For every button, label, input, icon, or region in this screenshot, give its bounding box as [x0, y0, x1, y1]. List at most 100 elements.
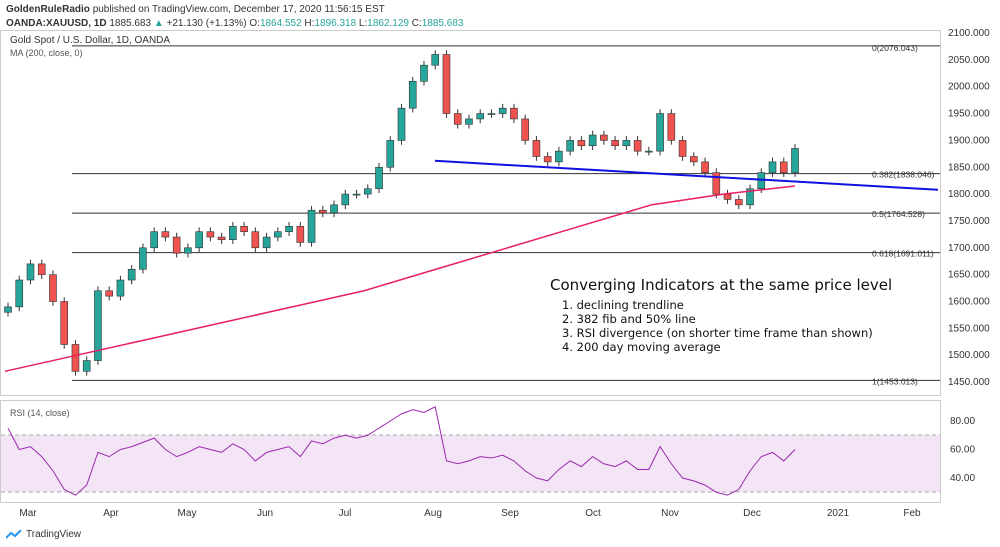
candle-body: [262, 236, 271, 249]
month-tick-label: Aug: [424, 508, 442, 519]
candle-body: [352, 193, 361, 196]
rsi-tick-label: 60.00: [950, 445, 975, 456]
candle-body: [386, 140, 395, 168]
candle-body: [318, 209, 327, 214]
fib-level-label: 0.618(1691.011): [872, 249, 934, 259]
candle-body: [645, 150, 653, 153]
candle-body: [622, 140, 631, 147]
candle-body: [251, 231, 260, 249]
candle-body: [206, 231, 215, 238]
candle-body: [588, 134, 597, 147]
candle-body: [521, 118, 529, 141]
month-tick-label: Oct: [585, 508, 601, 519]
candle-body: [116, 279, 125, 297]
candle-body: [49, 274, 57, 302]
candle-body: [408, 81, 417, 109]
candle-body: [476, 113, 485, 120]
month-tick-label: Nov: [661, 508, 679, 519]
price-tick-label: 1600.000: [948, 297, 990, 308]
annotation-item: 3. RSI divergence (on shorter time frame…: [562, 326, 873, 340]
candle-body: [555, 150, 563, 163]
month-tick-label: Jul: [339, 508, 352, 519]
candle-body: [487, 113, 496, 115]
rsi-line: [7, 406, 796, 496]
month-tick-label: Feb: [903, 508, 921, 519]
candle-body: [37, 263, 46, 275]
candle-body: [791, 148, 799, 173]
annotation-item: 4. 200 day moving average: [562, 340, 721, 354]
annotation-item: 1. declining trendline: [562, 298, 684, 312]
candle-body: [510, 107, 518, 120]
candle-body: [139, 247, 147, 270]
last-price: 1885.683: [109, 18, 152, 29]
candle-body: [26, 263, 35, 281]
candle-body: [701, 161, 709, 173]
candle-body: [566, 140, 574, 152]
candle-body: [240, 226, 248, 232]
candle-body: [82, 360, 91, 372]
candle-body: [296, 226, 305, 243]
candle-body: [543, 156, 552, 163]
candle-body: [431, 54, 440, 66]
candle-body: [375, 166, 383, 190]
low: 1862.129: [367, 18, 409, 29]
annotation-title: Converging Indicators at the same price …: [550, 276, 893, 294]
month-tick-label: Apr: [103, 508, 119, 519]
price-tick-label: 1950.000: [948, 109, 990, 120]
candle-body: [577, 140, 586, 147]
candle-body: [195, 231, 203, 249]
month-tick-label: Sep: [501, 508, 519, 519]
up-arrow-icon: ▲: [153, 18, 164, 29]
candle-body: [184, 247, 192, 254]
close: 1885.683: [421, 18, 464, 29]
price-pane: [0, 30, 941, 396]
candle-body: [667, 113, 676, 141]
month-tick-label: Mar: [19, 508, 37, 519]
candle-body: [341, 193, 350, 206]
price-tick-label: 1450.000: [948, 377, 990, 388]
fib-level-label: 0.382(1838.046): [872, 170, 935, 180]
candle-body: [600, 134, 608, 141]
candle-body: [678, 140, 687, 157]
month-tick-label: Dec: [743, 508, 761, 519]
month-tick-label: May: [178, 508, 197, 519]
candle-body: [723, 193, 732, 200]
candle-body: [779, 161, 788, 173]
candle-body: [465, 118, 473, 125]
candle-body: [690, 156, 698, 163]
candle-body: [60, 301, 69, 345]
candle-body: [285, 226, 293, 232]
ma-legend[interactable]: MA (200, close, 0): [10, 48, 83, 58]
candle-body: [453, 113, 462, 125]
candle-body: [330, 204, 338, 214]
high: 1896.318: [314, 18, 357, 29]
fib-level-label: 1(1453.013): [872, 376, 918, 386]
change: +21.130 (+1.13%): [166, 18, 247, 29]
annotation-item: 2. 382 fib and 50% line: [562, 312, 696, 326]
candle-body: [498, 107, 507, 114]
publisher-line: GoldenRuleRadio published on TradingView…: [6, 4, 385, 15]
candle-body: [105, 290, 113, 297]
tradingview-logo: TradingView: [6, 529, 81, 540]
price-tick-label: 2100.000: [948, 28, 990, 39]
candle-body: [746, 188, 754, 206]
candle-body: [150, 231, 158, 249]
symbol-line: OANDA:XAUUSD, 1D 1885.683 ▲ +21.130 (+1.…: [6, 18, 464, 29]
candle-body: [363, 188, 372, 195]
fib-level-label: 0(2076.043): [872, 43, 918, 53]
price-tick-label: 2000.000: [948, 82, 990, 93]
price-tick-label: 1700.000: [948, 243, 990, 254]
candle-body: [532, 140, 541, 157]
brand-name: TradingView: [26, 529, 82, 540]
candle-body: [229, 226, 237, 241]
fib-level-label: 0.5(1764.528): [872, 209, 925, 219]
candle-body: [420, 64, 428, 82]
price-tick-label: 1650.000: [948, 270, 990, 281]
rsi-legend[interactable]: RSI (14, close): [10, 408, 70, 418]
candle-body: [274, 231, 282, 238]
candle-body: [768, 161, 777, 173]
publish-info: published on TradingView.com, December 1…: [92, 4, 385, 15]
price-tick-label: 1750.000: [948, 216, 990, 227]
candle-body: [712, 172, 721, 195]
